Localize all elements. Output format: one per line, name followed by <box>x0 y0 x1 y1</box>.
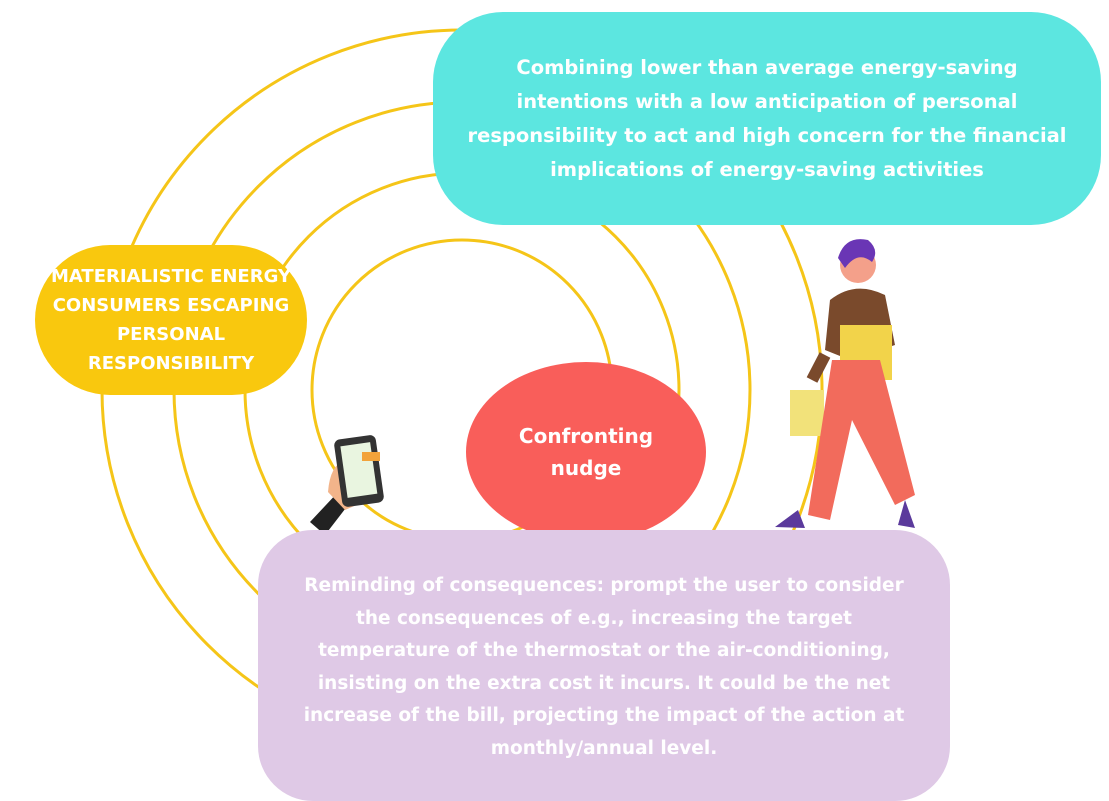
shopper <box>775 239 915 528</box>
segment-label: MATERIALISTIC ENERGY CONSUMERS ESCAPING … <box>40 250 302 390</box>
profile-text: Combining lower than average energy-savi… <box>445 22 1089 215</box>
page: Combining lower than average energy-savi… <box>0 0 1109 801</box>
nudge-label: Confronting nudge <box>490 400 682 504</box>
hand-phone <box>310 434 385 535</box>
example-text: Reminding of consequences: prompt the us… <box>278 540 930 795</box>
